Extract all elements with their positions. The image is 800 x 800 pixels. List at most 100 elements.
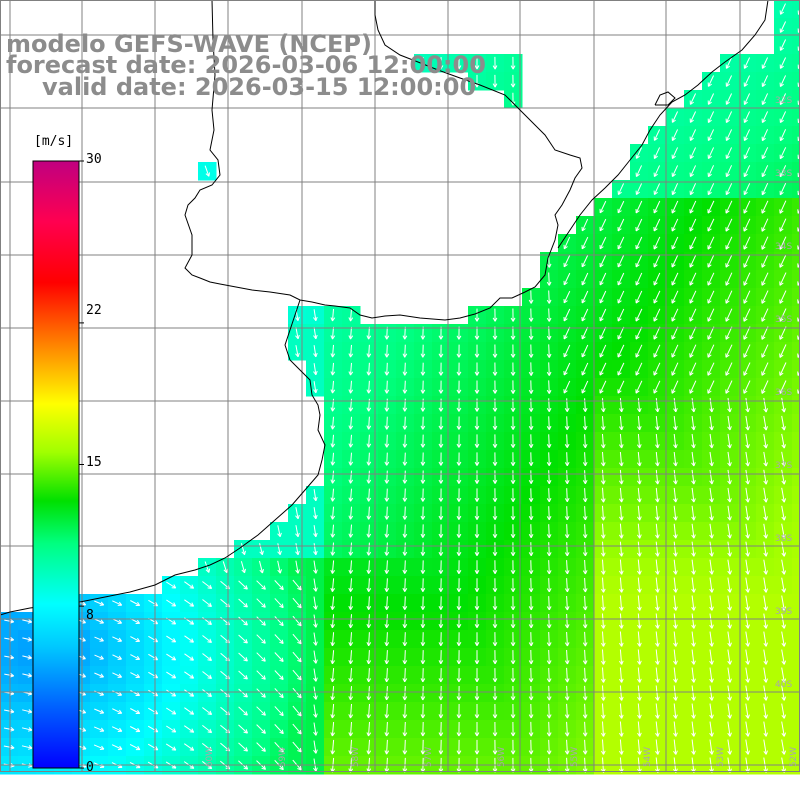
wind-arrow: [238, 688, 248, 698]
wind-arrow: [384, 560, 390, 574]
wind-arrow: [691, 451, 696, 467]
wind-arrow: [112, 636, 123, 642]
wind-arrow: [474, 524, 480, 538]
wind-arrow: [546, 488, 552, 503]
wind-speed-cell: [792, 162, 800, 181]
wind-arrow: [673, 631, 678, 647]
wind-speed-cell: [792, 108, 800, 127]
wind-arrow: [743, 290, 751, 304]
model-title: modelo GEFS-WAVE (NCEP): [6, 30, 372, 58]
wind-arrow: [564, 739, 570, 755]
wind-arrow: [761, 290, 769, 304]
wind-arrow: [673, 416, 678, 431]
wind-arrow: [763, 505, 768, 521]
wind-arrow: [761, 165, 769, 178]
wind-arrow: [313, 309, 318, 322]
wind-arrow: [636, 398, 642, 413]
wind-arrow: [691, 523, 696, 539]
wind-arrow: [402, 650, 408, 665]
wind-arrow: [689, 183, 697, 196]
wind-arrow: [292, 651, 302, 663]
wind-speed-cell: [792, 576, 800, 595]
wind-arrow: [582, 434, 588, 449]
wind-arrow: [492, 74, 498, 88]
wind-arrow: [743, 129, 751, 142]
wind-arrow: [564, 685, 570, 701]
wind-arrow: [492, 524, 498, 538]
wind-arrow: [528, 614, 534, 629]
wind-arrow: [112, 672, 123, 678]
wind-arrow: [709, 559, 714, 575]
wind-arrow: [510, 614, 516, 629]
wind-arrow: [474, 452, 480, 466]
wind-arrow: [563, 290, 571, 304]
wind-arrow: [653, 129, 661, 141]
wind-arrow: [348, 578, 354, 592]
wind-arrow: [725, 183, 733, 196]
wind-arrow: [564, 560, 570, 575]
wind-arrow: [707, 147, 715, 160]
wind-arrow: [148, 635, 159, 643]
wind-arrow: [313, 686, 318, 700]
wind-arrow: [617, 380, 625, 394]
wind-arrow: [763, 703, 768, 719]
wind-arrow: [438, 434, 444, 448]
latitude-label: 33S: [775, 169, 793, 179]
wind-arrow: [348, 488, 354, 502]
wind-arrow: [420, 596, 426, 610]
wind-arrow: [637, 631, 642, 647]
wind-arrow: [691, 398, 696, 413]
wind-arrow: [438, 596, 444, 610]
wind-arrow: [600, 649, 606, 665]
wind-arrow: [384, 614, 390, 629]
wind-arrow: [384, 344, 390, 358]
wind-arrow: [94, 600, 105, 606]
wind-arrow: [725, 93, 733, 105]
wind-arrow: [510, 488, 516, 502]
wind-arrow: [743, 272, 751, 286]
wind-arrow: [295, 543, 300, 556]
wind-arrow: [635, 165, 643, 178]
wind-arrow: [510, 470, 516, 484]
wind-arrow: [420, 488, 426, 502]
wind-arrow: [617, 290, 625, 304]
wind-arrow: [781, 505, 787, 521]
wind-arrow: [763, 415, 768, 431]
wind-arrow: [313, 327, 318, 340]
wind-speed-cell: [792, 468, 800, 487]
wind-arrow: [22, 619, 33, 624]
wind-arrow: [366, 488, 372, 502]
wind-arrow: [94, 618, 104, 624]
wind-arrow: [636, 541, 642, 557]
wind-arrow: [510, 506, 516, 520]
wind-arrow: [635, 183, 643, 196]
wind-arrow: [492, 578, 498, 593]
wind-arrow: [528, 380, 534, 394]
wind-speed-cell: [792, 594, 800, 613]
wind-speed-cell: [792, 252, 800, 271]
wind-arrow: [636, 433, 642, 449]
wind-arrow: [474, 506, 480, 520]
wind-arrow: [492, 650, 498, 665]
wind-arrow: [366, 434, 372, 448]
wind-arrow: [438, 362, 444, 376]
wind-arrow: [707, 111, 715, 123]
wind-arrow: [709, 739, 714, 755]
wind-arrow: [202, 653, 212, 661]
wind-arrow: [673, 721, 678, 737]
wind-arrow: [636, 416, 642, 431]
wind-speed-cell: [792, 540, 800, 559]
wind-arrow: [653, 183, 661, 196]
wind-arrow: [743, 183, 751, 196]
wind-arrow: [689, 147, 697, 160]
wind-arrow: [727, 667, 732, 683]
wind-arrow: [618, 505, 624, 521]
wind-arrow: [313, 525, 318, 538]
wind-arrow: [330, 596, 336, 610]
wind-arrow: [761, 326, 769, 340]
wind-arrow: [563, 236, 571, 250]
wind-arrow: [673, 469, 678, 485]
wind-arrow: [564, 488, 570, 503]
wind-arrow: [456, 542, 462, 556]
wind-arrow: [709, 595, 714, 611]
